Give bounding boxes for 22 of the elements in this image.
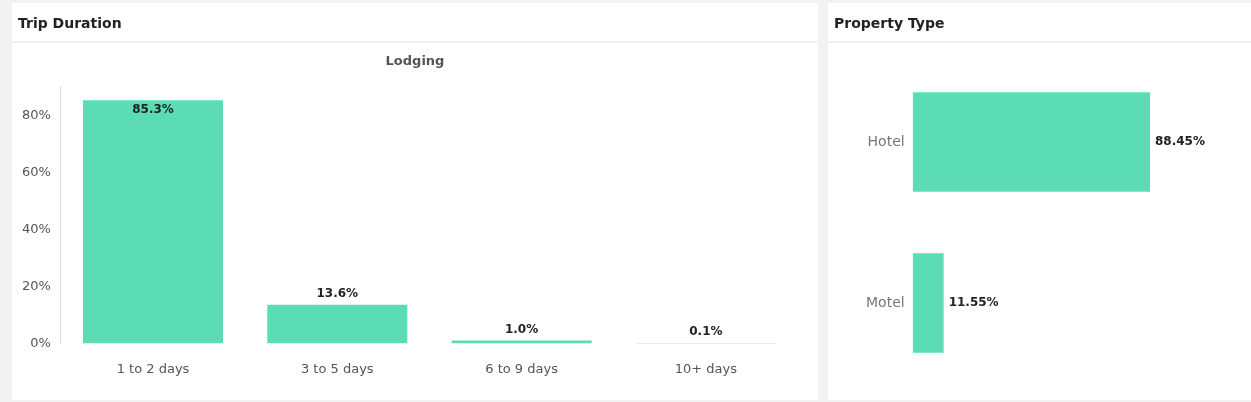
y-tick-label: 20% [21, 277, 51, 293]
chart-title: Property Type [828, 3, 1251, 43]
y-tick-label: Motel [866, 293, 905, 310]
bar [83, 100, 224, 344]
data-label: 88.45% [1155, 134, 1205, 149]
data-label: 1.0% [504, 321, 539, 336]
bar [267, 304, 408, 344]
x-tick-label: 10+ days [674, 360, 738, 376]
y-tick-label: 0% [30, 334, 51, 350]
chart-title: Trip Duration [12, 3, 818, 43]
x-tick-label: 6 to 9 days [485, 360, 559, 376]
data-label: 85.3% [132, 102, 174, 117]
x-tick-label: 1 to 2 days [116, 360, 190, 376]
chart-subtitle: Lodging [384, 53, 446, 68]
y-tick-label: Hotel [867, 132, 905, 149]
y-tick-label: 40% [21, 220, 51, 236]
y-tick-label: 60% [21, 163, 51, 179]
data-label: 0.1% [689, 324, 723, 339]
data-label: 11.55% [948, 295, 999, 310]
y-tick-label: 80% [21, 106, 51, 122]
x-tick-label: 3 to 5 days [300, 360, 374, 376]
data-label: 13.6% [316, 285, 359, 300]
